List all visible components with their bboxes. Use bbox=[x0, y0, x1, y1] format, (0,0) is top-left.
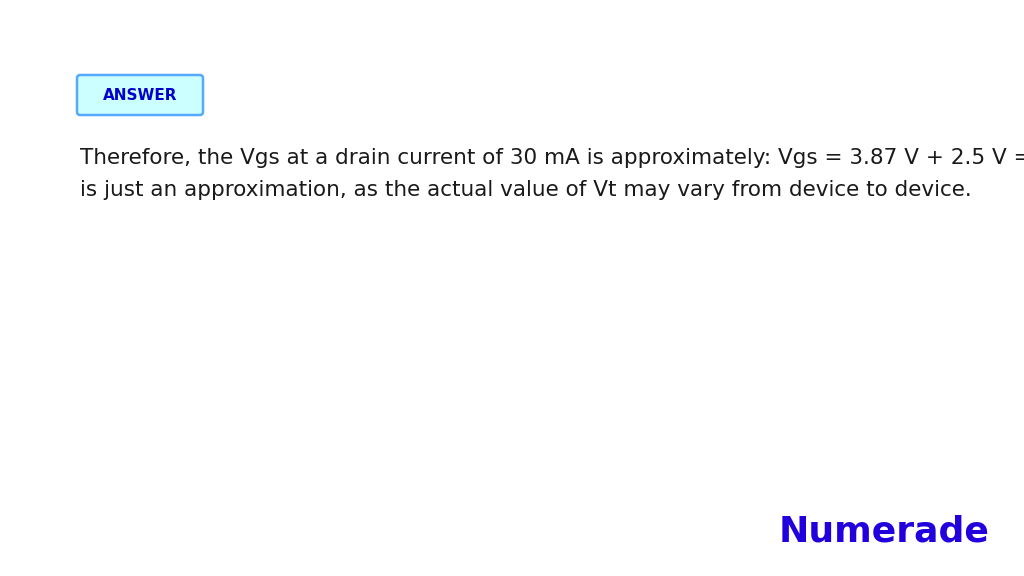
Text: Therefore, the Vgs at a drain current of 30 mA is approximately: Vgs = 3.87 V + : Therefore, the Vgs at a drain current of… bbox=[80, 148, 1024, 168]
Text: Numerade: Numerade bbox=[779, 514, 990, 548]
FancyBboxPatch shape bbox=[77, 75, 203, 115]
Text: is just an approximation, as the actual value of Vt may vary from device to devi: is just an approximation, as the actual … bbox=[80, 180, 972, 200]
Text: ANSWER: ANSWER bbox=[102, 88, 177, 103]
